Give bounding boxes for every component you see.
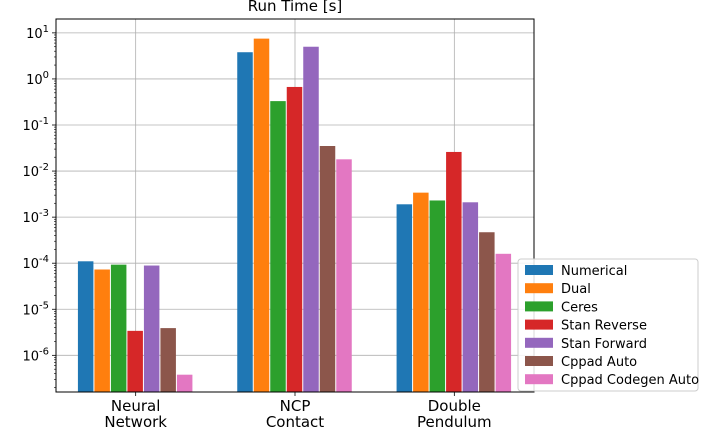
- legend-box: [517, 258, 699, 392]
- y-tick-label: 10-4: [22, 254, 49, 272]
- bar: [495, 253, 512, 392]
- y-tick-label: 10-2: [22, 162, 49, 180]
- bar: [286, 86, 303, 393]
- x-category-label: Pendulum: [417, 413, 492, 431]
- bar: [143, 265, 160, 392]
- y-tick-label: 10-1: [22, 116, 49, 134]
- bar: [94, 269, 110, 392]
- legend-swatch: [525, 283, 553, 294]
- y-tick-label: 10-6: [22, 346, 49, 364]
- legend-swatch: [525, 356, 553, 366]
- chart-title: Run Time [s]: [248, 0, 343, 15]
- legend-label: Stan Forward: [561, 337, 647, 352]
- y-tick-label: 10-5: [22, 300, 49, 318]
- legend-swatch: [525, 319, 553, 330]
- legend-swatch: [525, 265, 553, 275]
- y-tick-label: 100: [26, 70, 49, 88]
- x-category-label: Network: [104, 413, 167, 431]
- y-tick-label: 101: [26, 24, 49, 42]
- y-axis: 10-6 10-5 10-4 10-3 10-2 10-1 100 101: [22, 24, 56, 388]
- y-tick-label: 10-3: [22, 208, 49, 226]
- legend-label: Numerical: [561, 264, 627, 279]
- bar: [160, 328, 176, 392]
- bars: [77, 38, 512, 393]
- legend-label: Cppad Codegen Auto: [561, 373, 699, 388]
- legend-label: Ceres: [561, 300, 598, 315]
- bar: [77, 261, 94, 392]
- bar: [413, 192, 429, 392]
- bar: [479, 232, 495, 392]
- x-category-label: Contact: [266, 413, 324, 431]
- legend-swatch: [525, 337, 553, 348]
- bar: [429, 200, 446, 392]
- bar: [446, 151, 462, 392]
- bar: [253, 38, 270, 393]
- bar: [336, 159, 352, 392]
- bar: [319, 146, 336, 392]
- bar: [396, 204, 413, 392]
- legend: Numerical Dual Ceres Stan Reverse Stan Forwa…: [517, 258, 699, 392]
- bar: [237, 52, 253, 393]
- x-category-label: Double: [428, 397, 481, 415]
- bar: [127, 330, 143, 392]
- bar: [110, 264, 127, 392]
- legend-swatch: [525, 374, 553, 385]
- x-category-label: NCP: [280, 397, 311, 415]
- bar: [176, 374, 193, 392]
- legend-label: Cppad Auto: [561, 355, 637, 370]
- legend-label: Stan Reverse: [561, 319, 647, 334]
- bar: [303, 46, 319, 392]
- legend-swatch: [525, 301, 553, 312]
- bar: [462, 202, 479, 392]
- legend-label: Dual: [561, 282, 591, 297]
- bar: [270, 101, 286, 393]
- x-category-label: Neural: [111, 397, 160, 415]
